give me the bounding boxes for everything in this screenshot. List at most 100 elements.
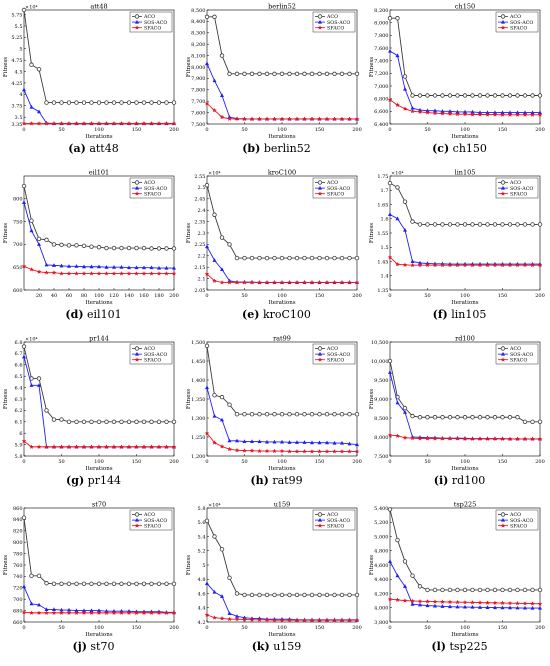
data-point-SFACO [455,262,460,268]
x-tick-label: 100 [94,293,104,299]
data-point-SFACO [242,280,247,285]
y-tick-label: 5,200 [374,520,388,526]
y-tick-label: 2.25 [194,242,205,248]
data-point-ACO [111,581,117,587]
x-tick-label: 0 [22,459,25,465]
data-point-SOS-ACO [538,605,542,610]
data-point-SOS-ACO [74,608,79,613]
data-point-ACO [530,587,535,593]
data-point-SOS-ACO [172,265,176,270]
data-point-SFACO [294,280,300,285]
x-tick-label: 0 [388,625,391,631]
legend-label-ACO: ACO [326,14,338,20]
data-point-SFACO [470,600,475,605]
data-point-ACO [36,236,42,242]
data-point-SFACO [470,436,475,441]
data-point-ACO [141,419,147,424]
data-point-ACO [111,419,117,424]
data-point-ACO [455,222,460,227]
data-point-SFACO [104,271,109,276]
data-point-SFACO [477,112,483,117]
data-point-SFACO [309,116,315,121]
data-point-SFACO [44,444,49,449]
data-point-SFACO [417,262,423,268]
data-point-SFACO [141,444,147,449]
data-point-ACO [309,71,315,77]
y-tick-label: 780 [13,551,23,557]
data-point-SOS-ACO [508,110,512,115]
data-point-SFACO [212,440,217,445]
subfigure-caption-text: tsp225 [449,640,488,653]
data-point-SFACO [96,444,102,449]
legend-marker-ACO [134,180,140,185]
data-point-SFACO [387,596,393,602]
y-tick-label: 8,400 [191,19,205,25]
legend-marker-ACO [317,180,323,185]
data-point-ACO [402,199,408,204]
axis-multiplier: ×10⁴ [391,171,404,177]
data-point-ACO [432,415,438,420]
legend-marker-SOS-ACO [135,351,139,356]
legend-marker-ACO [317,512,323,517]
data-point-SOS-ACO [157,265,161,270]
data-point-ACO [387,358,393,364]
data-point-ACO [462,222,468,227]
x-tick-label: 200 [169,459,179,465]
y-tick-label: 3,800 [374,620,388,626]
series-SFACO [387,97,543,117]
data-point-SOS-ACO [418,260,422,265]
data-point-SOS-ACO [410,259,415,263]
data-point-ACO [96,100,102,105]
x-tick-label: 150 [315,293,325,299]
x-tick-label: 60 [66,293,72,299]
data-point-ACO [81,419,87,424]
data-point-SFACO [455,599,460,605]
data-point-SFACO [432,110,438,116]
data-point-SFACO [227,280,232,285]
y-tick-label: 1.6 [381,217,389,223]
x-tick-label: 120 [109,293,119,299]
data-point-ACO [119,245,124,251]
data-point-SFACO [219,444,225,449]
data-point-ACO [522,587,528,593]
chart-title: att48 [90,3,107,11]
data-point-SOS-ACO [89,264,94,269]
data-point-SFACO [279,617,285,623]
subfigure-tag: (a) [68,142,86,155]
data-point-SFACO [272,617,277,623]
data-point-ACO [309,411,315,417]
y-tick-label: 6.5 [15,374,23,380]
subfigure-caption: (e) kroC100 [185,308,368,321]
data-point-SOS-ACO [403,410,407,414]
data-point-ACO [242,255,247,261]
y-axis-label: Fitness [369,389,375,409]
data-point-ACO [44,100,49,105]
subfigure-tag: (b) [242,142,261,155]
data-point-SOS-ACO [74,264,79,268]
y-tick-label: 6.6 [15,363,23,369]
x-tick-label: 50 [241,127,247,133]
data-point-ACO [425,93,430,98]
data-point-SFACO [227,446,232,452]
data-point-ACO [387,180,393,186]
subfigure-caption: (g) pr144 [2,474,185,487]
y-tick-label: 5.25 [11,35,22,41]
data-point-ACO [522,222,528,227]
data-point-SOS-ACO [302,440,307,444]
x-tick-label: 100 [94,459,104,465]
data-point-ACO [425,222,430,227]
subfigure-caption-text: eil101 [87,308,122,321]
data-point-ACO [249,71,255,77]
data-point-SOS-ACO [134,265,139,270]
legend-label-ACO: ACO [509,14,521,20]
data-point-SFACO [204,271,210,276]
x-axis-label: Iterations [268,134,295,140]
data-point-SFACO [324,617,330,623]
data-point-ACO [507,93,513,98]
data-point-SOS-ACO [112,265,116,269]
x-tick-label: 100 [460,293,470,299]
y-tick-label: 5 [19,47,22,53]
data-point-ACO [417,415,423,420]
y-tick-label: 8,500 [191,8,205,14]
data-point-ACO [156,581,162,587]
